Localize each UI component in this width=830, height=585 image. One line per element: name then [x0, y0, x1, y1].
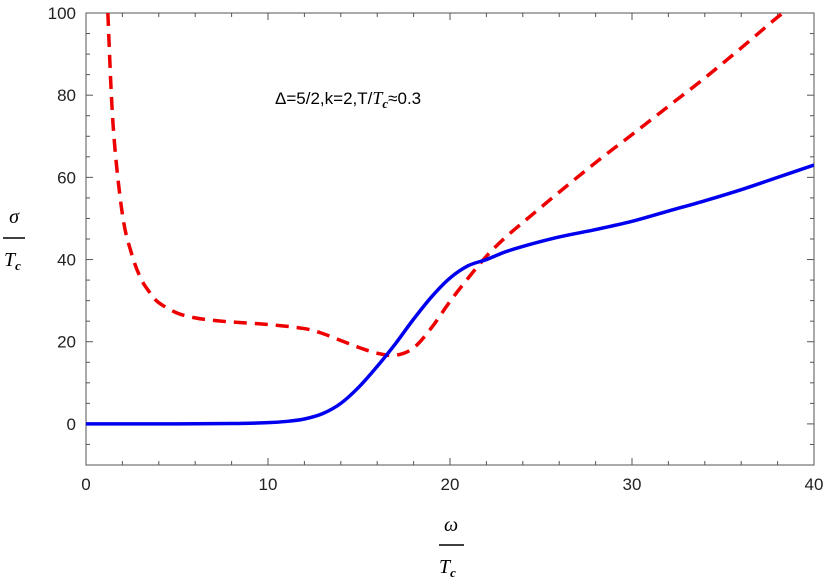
- axis-tick-labels: 0 10 20 30 40 0 20 40 60 80 100: [48, 4, 824, 494]
- y-axis-label-den-symbol: T: [4, 249, 17, 271]
- annotation-prefix: Δ=5/2,k=2,T/: [275, 89, 373, 108]
- annotation-tc-subscript: c: [382, 96, 388, 111]
- axis-ticks: [85, 12, 815, 466]
- x-axis-label-den-subscript: c: [450, 565, 456, 580]
- x-tick-label: 10: [259, 475, 278, 494]
- y-axis-label-numerator: σ: [9, 206, 20, 228]
- series-layer: [86, 13, 814, 426]
- y-tick-label: 40: [57, 251, 76, 270]
- x-axis-label: ω Tc: [439, 514, 464, 580]
- x-tick-label: 20: [441, 475, 460, 494]
- y-axis-label-den-subscript: c: [15, 258, 21, 273]
- y-tick-label: 20: [57, 333, 76, 352]
- y-tick-label: 0: [67, 415, 76, 434]
- x-axis-label-den-symbol: T: [439, 556, 452, 578]
- x-tick-label: 40: [805, 475, 824, 494]
- y-axis-label: σ Tc: [3, 206, 25, 273]
- x-tick-label: 30: [623, 475, 642, 494]
- x-axis-label-numerator: ω: [444, 514, 458, 536]
- y-tick-label: 100: [48, 4, 76, 23]
- x-axis-label-denominator: Tc: [439, 556, 456, 580]
- annotation-tc-symbol: T: [372, 88, 384, 108]
- series-line-solid: [86, 163, 814, 426]
- annotation-suffix: ≈0.3: [388, 89, 421, 108]
- x-tick-label: 0: [81, 475, 90, 494]
- y-axis-label-denominator: Tc: [4, 249, 21, 273]
- y-tick-label: 80: [57, 86, 76, 105]
- y-tick-label: 60: [57, 168, 76, 187]
- series-line-dashed: [106, 13, 786, 358]
- chart-annotation: Δ=5/2,k=2,T/Tc≈0.3: [275, 88, 421, 111]
- plot-frame: [85, 12, 815, 466]
